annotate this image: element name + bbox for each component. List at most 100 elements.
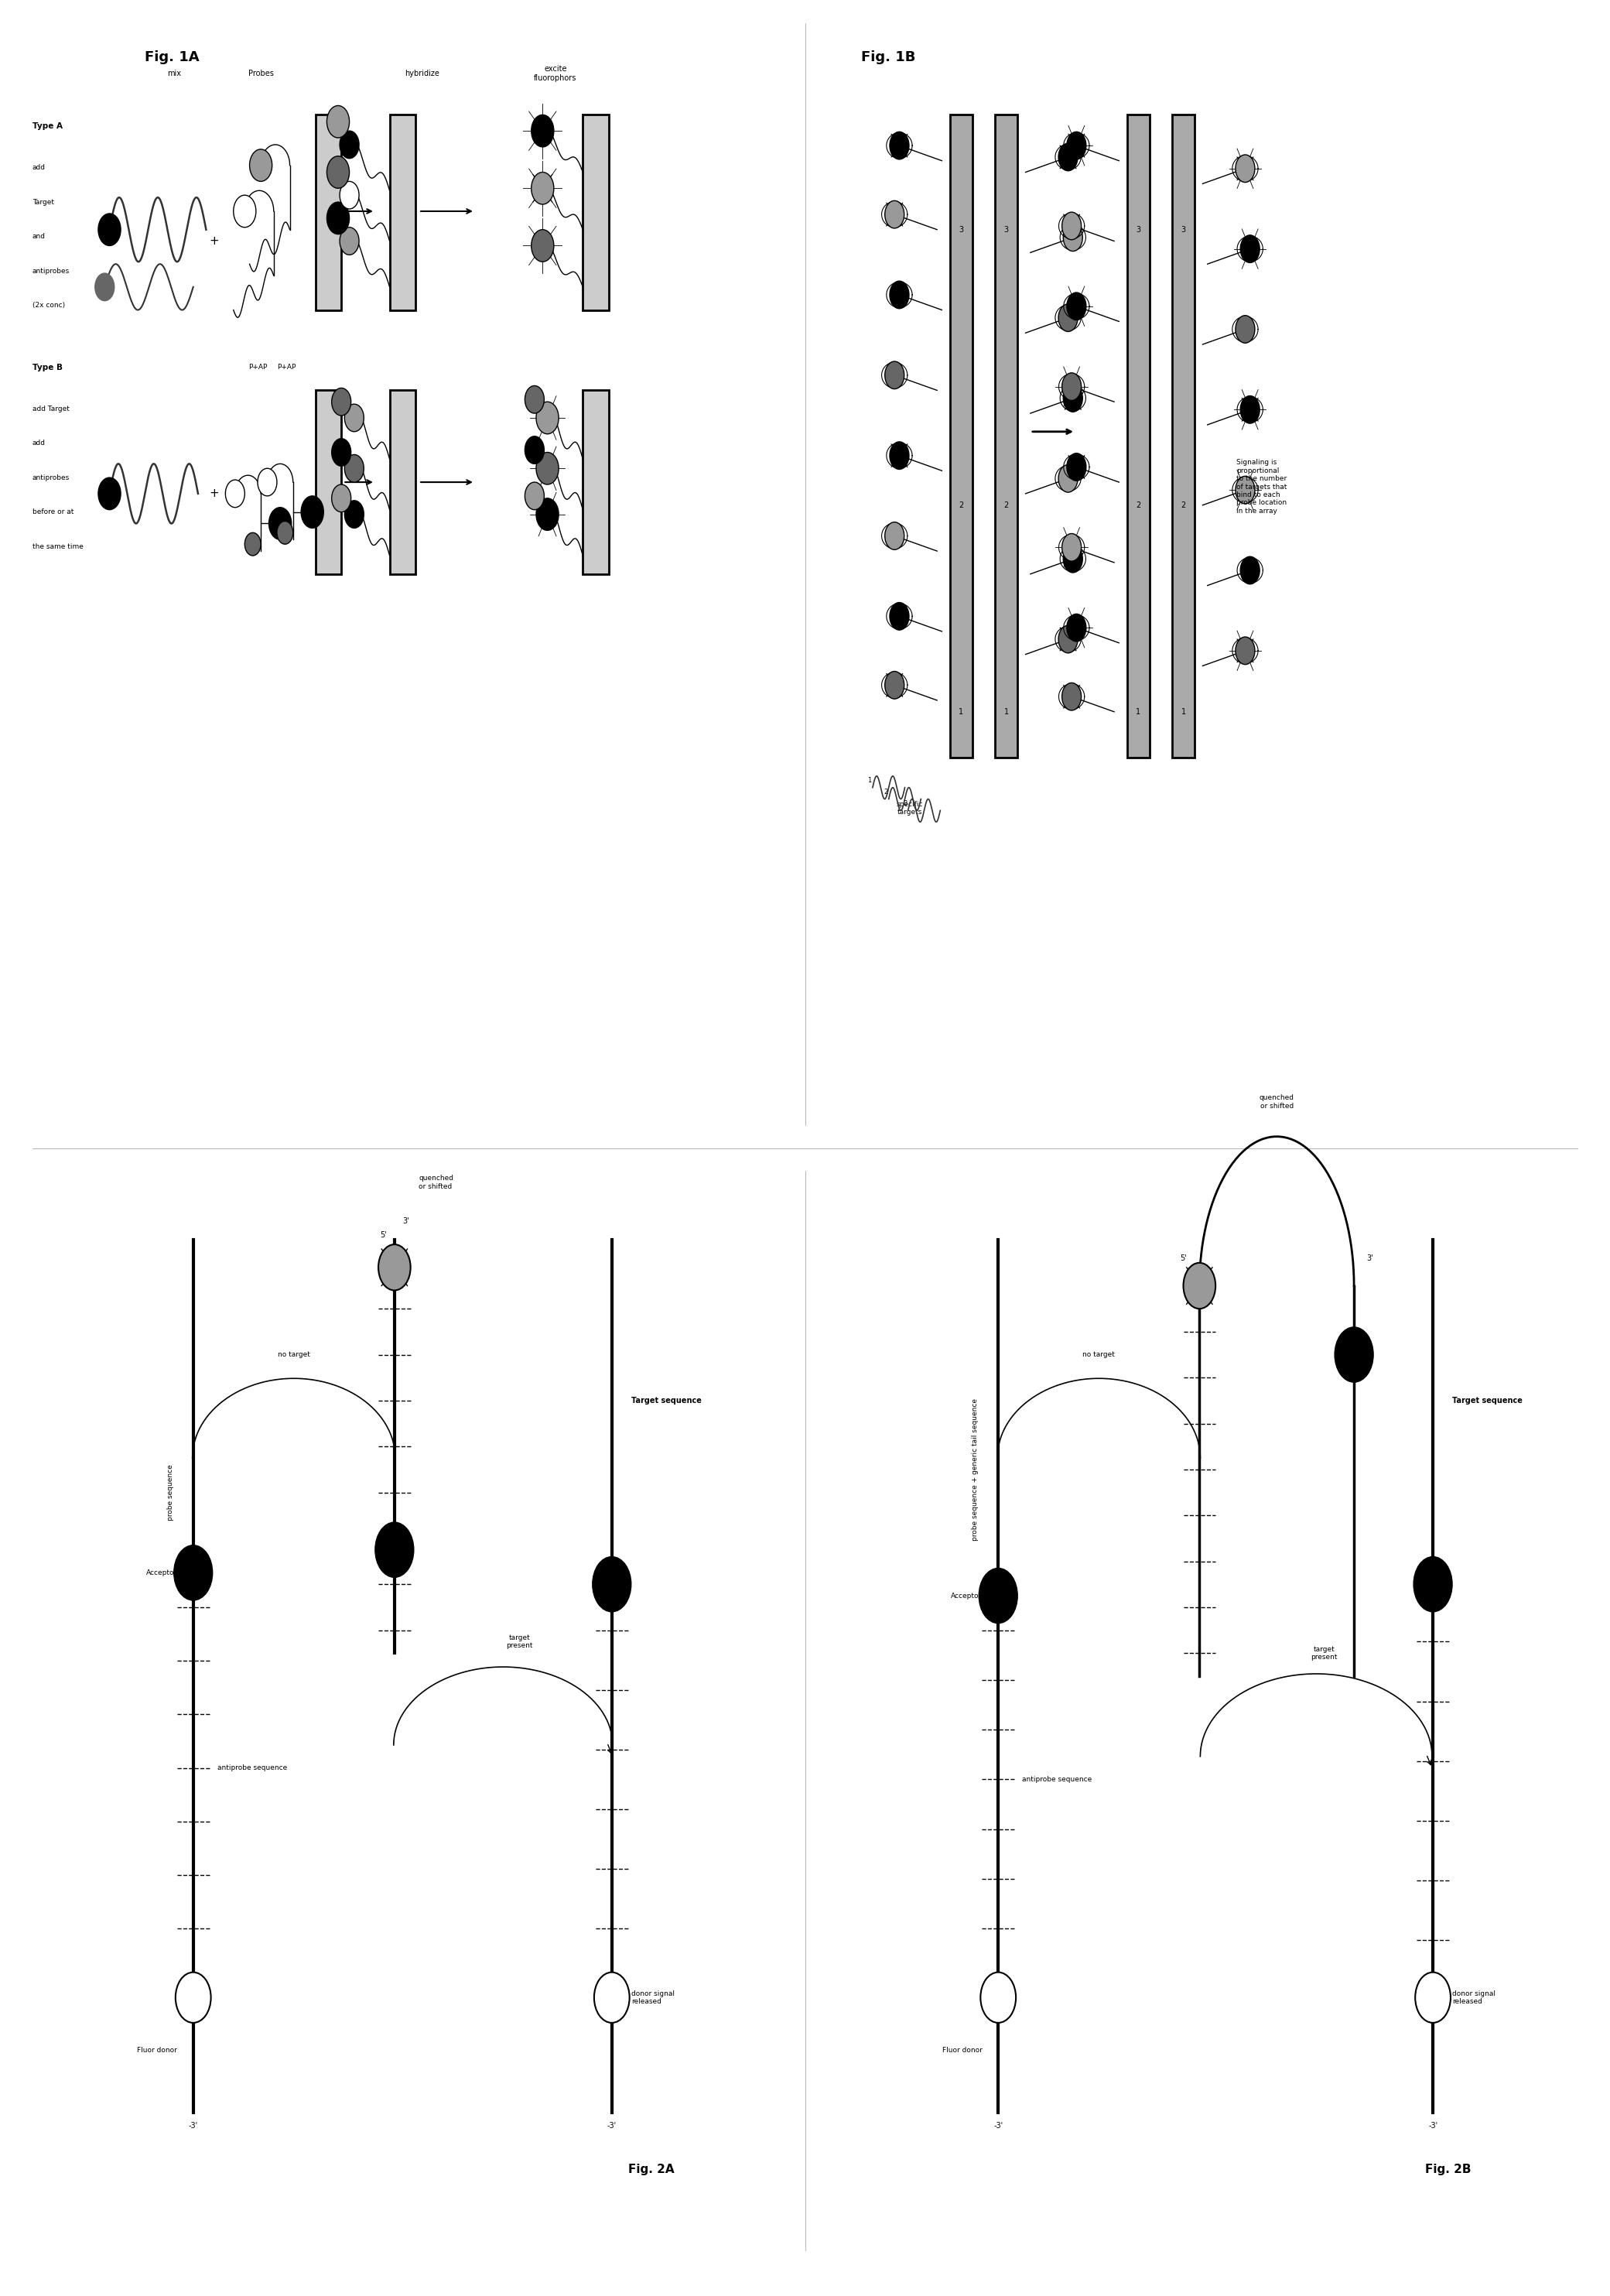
Circle shape [1067, 613, 1087, 641]
Text: 1: 1 [868, 776, 871, 785]
Text: Signaling is
proportional
to the number
of targets that
bind to each
probe locat: Signaling is proportional to the number … [1236, 459, 1286, 514]
Text: the same time: the same time [32, 542, 84, 551]
Text: -3': -3' [607, 2122, 617, 2131]
Circle shape [1063, 682, 1082, 709]
Circle shape [174, 1545, 213, 1600]
Circle shape [250, 149, 272, 181]
Circle shape [1235, 475, 1254, 503]
Text: 3: 3 [1137, 225, 1140, 234]
Text: probe sequence + generic tail sequence: probe sequence + generic tail sequence [972, 1398, 979, 1541]
Circle shape [531, 172, 554, 204]
Text: no target: no target [277, 1350, 311, 1359]
Circle shape [95, 273, 114, 301]
Circle shape [1415, 1972, 1451, 2023]
Text: 3': 3' [1367, 1254, 1373, 1263]
Circle shape [1063, 211, 1082, 239]
Circle shape [345, 404, 364, 432]
Text: target
present: target present [1311, 1646, 1338, 1660]
Circle shape [536, 498, 559, 530]
Bar [390, 115, 415, 310]
Text: 2: 2 [958, 501, 964, 510]
Circle shape [980, 1972, 1016, 2023]
Text: Acceptor: Acceptor [952, 1591, 982, 1600]
Circle shape [327, 202, 349, 234]
Circle shape [536, 402, 559, 434]
Text: 3: 3 [960, 225, 963, 234]
Bar [316, 390, 341, 574]
Text: P+AP: P+AP [248, 363, 267, 372]
Circle shape [1058, 625, 1077, 652]
Text: donor signal
released: donor signal released [631, 1991, 675, 2004]
Circle shape [277, 521, 293, 544]
Circle shape [332, 439, 351, 466]
Text: -3': -3' [188, 2122, 198, 2131]
Circle shape [375, 1522, 414, 1577]
Text: donor signal
released: donor signal released [1452, 1991, 1496, 2004]
Text: 2: 2 [1003, 501, 1009, 510]
Circle shape [1063, 533, 1082, 560]
Text: 3': 3' [402, 1217, 409, 1226]
Text: 2: 2 [1135, 501, 1141, 510]
Text: Type A: Type A [32, 122, 63, 131]
Text: probe sequence: probe sequence [167, 1465, 174, 1520]
Circle shape [340, 131, 359, 158]
Circle shape [525, 386, 544, 413]
Circle shape [1067, 131, 1087, 158]
Text: Probes: Probes [248, 69, 274, 78]
Text: 3: 3 [1005, 225, 1008, 234]
Bar [583, 115, 609, 310]
Text: Target sequence: Target sequence [631, 1396, 702, 1405]
Text: add: add [32, 439, 45, 448]
Text: Fig. 1B: Fig. 1B [861, 51, 916, 64]
Circle shape [890, 441, 910, 468]
Circle shape [1058, 303, 1077, 331]
Circle shape [1240, 234, 1259, 262]
Circle shape [98, 478, 121, 510]
Text: quenched
or shifted: quenched or shifted [419, 1176, 454, 1189]
Circle shape [1183, 1263, 1216, 1309]
Circle shape [332, 484, 351, 512]
Circle shape [1058, 142, 1077, 170]
Circle shape [327, 106, 349, 138]
Circle shape [592, 1557, 631, 1612]
Text: 5': 5' [1180, 1254, 1187, 1263]
Circle shape [886, 200, 905, 227]
Circle shape [1063, 383, 1082, 411]
Text: 3: 3 [903, 799, 906, 808]
Circle shape [979, 1568, 1018, 1623]
Text: specific
targets: specific targets [897, 801, 923, 815]
Circle shape [1235, 636, 1254, 664]
Circle shape [327, 156, 349, 188]
Text: mix: mix [167, 69, 180, 78]
Text: 1: 1 [1137, 707, 1140, 716]
Circle shape [886, 360, 905, 388]
Circle shape [594, 1972, 630, 2023]
Circle shape [886, 521, 905, 549]
Circle shape [269, 507, 291, 540]
Circle shape [340, 227, 359, 255]
Circle shape [1335, 1327, 1373, 1382]
Circle shape [1063, 223, 1082, 250]
Text: antiprobes: antiprobes [32, 266, 69, 276]
Circle shape [345, 455, 364, 482]
Circle shape [1240, 556, 1259, 583]
Bar [390, 390, 415, 574]
Bar [950, 115, 972, 758]
Circle shape [225, 480, 245, 507]
Text: before or at: before or at [32, 507, 74, 517]
Circle shape [886, 670, 905, 698]
Circle shape [890, 602, 910, 629]
Circle shape [525, 436, 544, 464]
Text: target
present: target present [506, 1635, 533, 1649]
Circle shape [525, 482, 544, 510]
Circle shape [1067, 452, 1087, 480]
Bar [1172, 115, 1195, 758]
Circle shape [1240, 395, 1259, 422]
Text: Fig. 2A: Fig. 2A [628, 2163, 675, 2177]
Text: Target sequence: Target sequence [1452, 1396, 1523, 1405]
Text: Fig. 1A: Fig. 1A [145, 51, 200, 64]
Text: 1: 1 [960, 707, 963, 716]
Text: antiprobes: antiprobes [32, 473, 69, 482]
Circle shape [531, 230, 554, 262]
Circle shape [378, 1244, 411, 1290]
